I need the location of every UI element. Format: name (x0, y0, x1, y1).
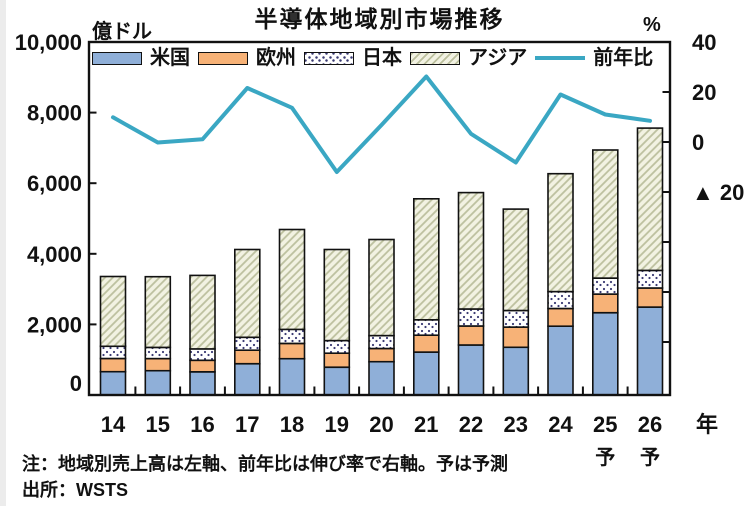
bar-23-europe (502, 326, 530, 349)
bar-21-japan (412, 318, 440, 336)
bar-25-asia (591, 149, 619, 279)
bar-19-europe (323, 352, 351, 369)
bar-25-us (591, 311, 619, 396)
right-tick-label: 40 (692, 30, 716, 55)
bar-20-asia (368, 238, 395, 337)
bar-23-us (502, 346, 530, 396)
bar-22-us (457, 344, 485, 396)
legend-label-europe: 欧州 (256, 47, 296, 69)
bar-18-japan (278, 328, 306, 345)
x-label-23: 23 (504, 412, 528, 437)
bar-17-us (234, 362, 261, 396)
bar-26-us (636, 306, 664, 396)
plot-frame (87, 40, 672, 397)
bar-21-us (412, 351, 440, 396)
bar-18-asia (278, 228, 306, 331)
bar-15-japan (144, 346, 172, 360)
bar-17-japan (234, 336, 261, 351)
legend-swatch-us (92, 51, 142, 65)
x-label-26: 26 (638, 412, 662, 437)
bar-25-japan (591, 277, 619, 295)
x-label-20: 20 (369, 412, 393, 437)
x-axis-unit: 年 (696, 412, 718, 437)
right-tick-label: 0 (692, 130, 704, 155)
bar-26-japan (636, 269, 664, 289)
bar-23-asia (502, 208, 530, 312)
x-label-16: 16 (190, 412, 214, 437)
chart-title: 半導体地域別市場推移 (254, 6, 505, 32)
bar-23-japan (502, 309, 530, 328)
bar-24-us (547, 325, 574, 396)
bar-22-japan (457, 308, 485, 327)
x-label-22: 22 (459, 412, 483, 437)
bar-26-europe (636, 287, 664, 308)
bar-16-asia (189, 274, 216, 350)
right-tick-label: ▲ 20 (692, 180, 744, 205)
right-axis-unit: % (643, 14, 661, 36)
bar-15-us (144, 369, 172, 396)
footnote: 注：地域別売上高は左軸、前年比は伸び率で右軸。予は予測 (22, 454, 508, 474)
bar-22-europe (457, 325, 485, 346)
bar-17-europe (234, 349, 261, 365)
right-tick-label: 20 (692, 80, 716, 105)
bar-20-europe (368, 347, 395, 363)
x-label-15: 15 (146, 412, 170, 437)
bar-20-us (368, 360, 395, 396)
left-tick-label: 8,000 (27, 101, 82, 126)
bar-15-europe (144, 357, 172, 372)
legend-swatch-japan (304, 51, 354, 65)
bar-14-us (99, 370, 127, 396)
left-tick-label: 6,000 (27, 171, 82, 196)
forecast-marker: 予 (595, 447, 615, 469)
legend: 米国 欧州 日本 アジア 前年比 (92, 48, 653, 68)
legend-swatch-yoy-line (535, 56, 586, 60)
x-label-14: 14 (101, 412, 126, 437)
bar-24-japan (547, 290, 574, 310)
bar-19-asia (323, 248, 351, 342)
left-tick-label: 0 (70, 371, 82, 396)
bar-25-europe (591, 293, 619, 314)
left-axis-unit: 億ドル (92, 21, 152, 43)
forecast-marker: 予 (640, 447, 660, 469)
bar-20-japan (368, 334, 395, 350)
x-label-24: 24 (548, 412, 573, 437)
source-note: 出所：WSTS (22, 480, 128, 500)
bar-19-japan (323, 339, 351, 354)
bar-19-us (323, 366, 351, 396)
bar-26-asia (636, 127, 664, 272)
x-label-19: 19 (325, 412, 349, 437)
legend-label-asia: アジア (468, 47, 528, 69)
bar-15-asia (144, 275, 172, 349)
bar-16-us (189, 371, 216, 396)
bar-22-asia (457, 191, 485, 310)
bar-24-europe (547, 307, 574, 328)
legend-swatch-asia (410, 51, 460, 65)
bar-14-europe (99, 357, 127, 373)
x-label-25: 25 (593, 412, 617, 437)
left-tick-label: 10,000 (15, 30, 82, 55)
bar-16-japan (189, 348, 216, 362)
bar-14-japan (99, 345, 127, 360)
legend-label-yoy: 前年比 (593, 47, 654, 69)
legend-label-japan: 日本 (362, 47, 402, 69)
scan-edge (0, 0, 6, 506)
bar-14-asia (99, 275, 127, 348)
x-label-17: 17 (235, 412, 259, 437)
left-tick-label: 2,000 (27, 312, 82, 337)
bar-24-asia (547, 172, 574, 293)
bar-21-asia (412, 198, 440, 321)
legend-label-us: 米国 (150, 47, 190, 69)
bar-18-us (278, 357, 306, 396)
x-label-21: 21 (414, 412, 438, 437)
x-label-18: 18 (280, 412, 304, 437)
bar-17-asia (234, 248, 261, 339)
bar-21-europe (412, 334, 440, 353)
legend-swatch-europe (198, 51, 248, 65)
yoy-line (111, 74, 652, 174)
left-tick-label: 4,000 (27, 242, 82, 267)
bar-18-europe (278, 342, 306, 360)
bar-16-europe (189, 359, 216, 373)
